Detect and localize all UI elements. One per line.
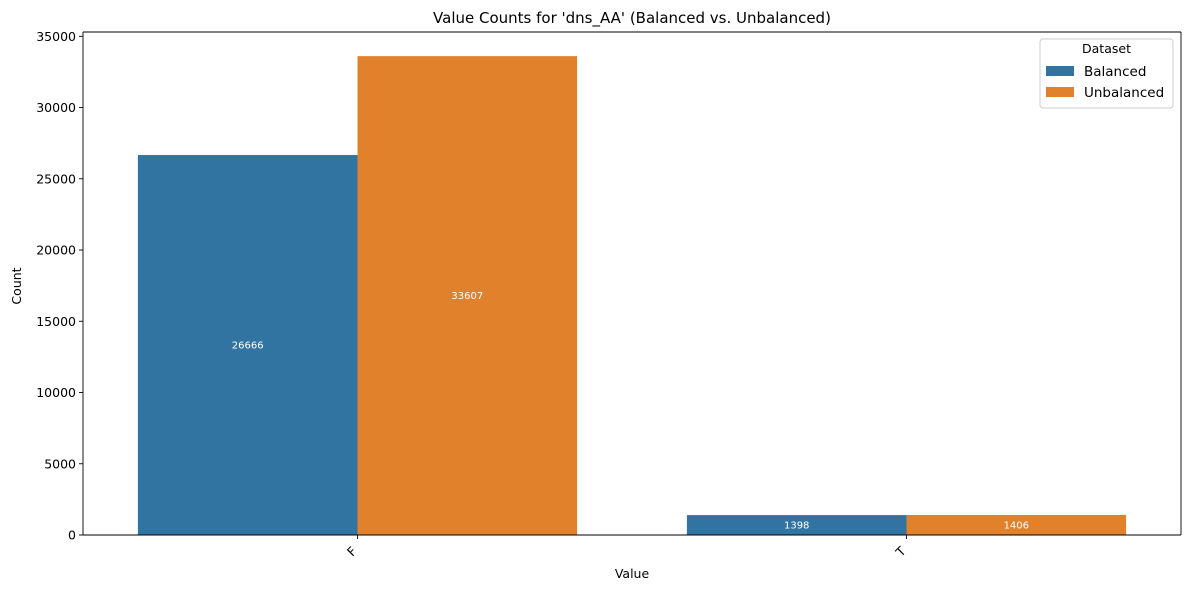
data-label: 1398 xyxy=(784,521,809,532)
legend-title: Dataset xyxy=(1082,41,1131,56)
data-label: 1406 xyxy=(1004,520,1029,531)
y-tick-label: 0 xyxy=(68,528,76,543)
y-tick-label: 20000 xyxy=(36,243,76,258)
bar-unbalanced-F xyxy=(357,56,578,535)
data-label: 33607 xyxy=(451,291,483,302)
legend: Dataset Balanced Unbalanced xyxy=(1039,38,1174,109)
plot-area: 26666 1398 33607 1406 0 5000 10000 15000 20000 25… xyxy=(36,29,1182,560)
y-tick-label: 25000 xyxy=(36,171,76,186)
legend-label-balanced: Balanced xyxy=(1084,64,1146,80)
y-tick-label: 5000 xyxy=(44,456,76,471)
x-tick-label: F xyxy=(344,544,360,560)
data-label: 26666 xyxy=(232,341,264,352)
legend-swatch-unbalanced xyxy=(1046,87,1074,97)
legend-label-unbalanced: Unbalanced xyxy=(1084,85,1164,101)
bar-balanced-T xyxy=(686,515,907,535)
x-axis-label: Value xyxy=(615,566,650,581)
y-axis-label: Count xyxy=(9,267,24,304)
y-tick-label: 15000 xyxy=(36,314,76,329)
y-tick-label: 30000 xyxy=(36,100,76,115)
bar-balanced-F xyxy=(137,155,358,535)
bar-unbalanced-T xyxy=(906,514,1127,535)
y-tick-label: 35000 xyxy=(36,29,76,44)
y-tick-label: 10000 xyxy=(36,385,76,400)
x-tick-label: T xyxy=(892,543,909,560)
chart-title: Value Counts for 'dns_AA' (Balanced vs. … xyxy=(433,9,831,28)
legend-swatch-balanced xyxy=(1046,66,1074,76)
